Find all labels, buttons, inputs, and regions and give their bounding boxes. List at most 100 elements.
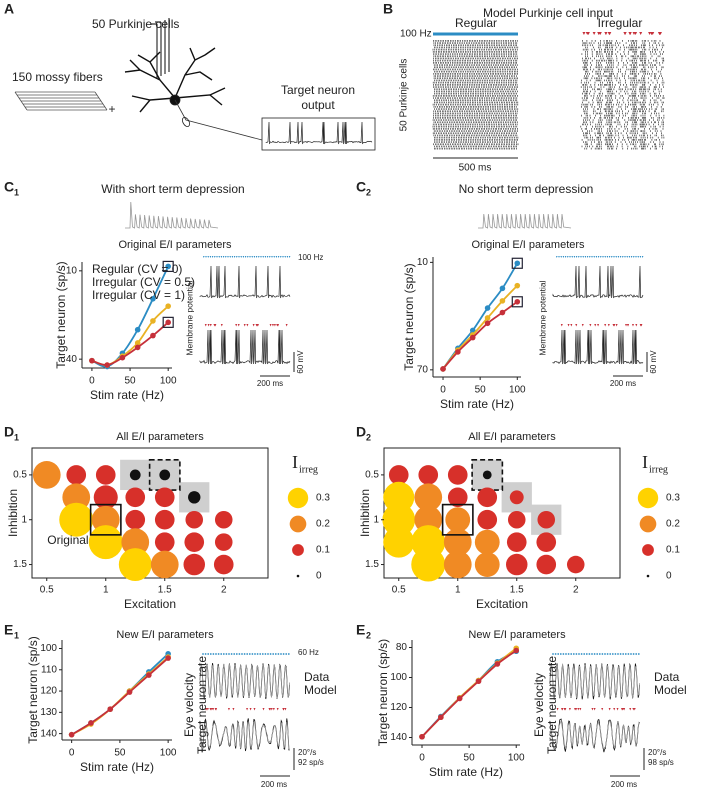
stim-marker (571, 256, 573, 258)
panel-label: A (4, 1, 14, 17)
data-point (475, 678, 482, 685)
scale-label: 20°/s (298, 748, 316, 757)
bubble (214, 510, 233, 529)
stim-marker (648, 32, 652, 35)
stim-marker (582, 256, 584, 258)
legend-label: Irregular (CV = 0.5) (92, 275, 195, 289)
stim-marker (556, 708, 559, 711)
stim-marker (611, 653, 614, 655)
bubble (477, 509, 498, 530)
bubble (121, 528, 150, 557)
data-point (126, 689, 133, 695)
stim-marker (272, 708, 275, 711)
stim-marker (582, 32, 586, 35)
stim-marker (593, 256, 595, 258)
x-tick-label: 0 (69, 748, 75, 759)
stim-marker (561, 708, 564, 711)
stim-marker (613, 708, 616, 711)
x-axis-label: Stim rate (Hz) (80, 760, 154, 774)
stim-marker (246, 653, 249, 655)
data-point (440, 366, 446, 372)
bubble (154, 487, 175, 508)
stim-marker (589, 256, 591, 258)
stim-marker (256, 324, 259, 327)
stim-marker (264, 256, 267, 258)
data-point (165, 263, 171, 270)
bubble (159, 469, 171, 481)
stim-marker (220, 324, 223, 327)
stim-marker (625, 324, 628, 327)
bubble (474, 552, 500, 577)
membrane-trace-regular (199, 265, 291, 299)
stim-marker (228, 653, 230, 655)
stim-marker (604, 653, 606, 655)
stim-marker (613, 324, 616, 327)
stim-marker (575, 324, 578, 327)
x-tick-label: 2 (573, 585, 579, 596)
stim-marker (253, 256, 256, 258)
bubble (125, 487, 146, 508)
stim-marker (211, 256, 214, 258)
x-tick-label: 0.5 (392, 585, 406, 596)
stim-marker (580, 653, 583, 655)
stim-marker (586, 256, 589, 258)
stim-marker (286, 256, 289, 258)
series-line (421, 647, 517, 738)
stim-marker (564, 256, 567, 258)
legend-label: 0.2 (666, 519, 680, 530)
stim-marker (225, 256, 227, 258)
legend-label: 0.1 (316, 545, 330, 556)
y-tick-label: 0.5 (13, 470, 27, 481)
data-point (134, 340, 141, 346)
stim-marker (613, 256, 615, 258)
stim-marker (282, 256, 284, 258)
y-tick-label: 100 (40, 643, 57, 654)
stim-marker (570, 324, 573, 327)
stim-marker (573, 256, 576, 258)
stim-marker (217, 653, 220, 655)
bubble (95, 465, 116, 485)
y-tick-label: 1.5 (365, 559, 379, 570)
stim-marker (601, 708, 604, 711)
stim-marker (632, 653, 635, 655)
data-point (150, 318, 156, 324)
stim-marker (269, 708, 272, 711)
stim-marker (621, 708, 624, 711)
stim-marker (202, 653, 204, 655)
legend-label: 0.3 (316, 493, 330, 504)
y-tick-label: 140 (40, 728, 57, 739)
axis-label: Eye velocity (532, 673, 546, 737)
data-point (469, 327, 476, 334)
stim-marker (243, 653, 246, 655)
panel-title: Model Purkinje cell input (483, 6, 614, 20)
stim-marker (214, 708, 217, 711)
data-point (89, 357, 95, 364)
stim-marker (565, 653, 567, 655)
legend-label: Data (654, 670, 680, 684)
stim-marker (637, 256, 639, 258)
panel-label-sub: 1 (14, 630, 19, 640)
stim-marker (269, 256, 271, 258)
stim-marker (236, 256, 238, 258)
stim-marker (232, 708, 235, 711)
panel-label: C (356, 179, 366, 195)
data-point (107, 706, 114, 712)
stim-marker (630, 653, 632, 655)
stim-marker (275, 256, 278, 258)
stim-marker (238, 653, 241, 655)
stim-marker (282, 653, 285, 655)
stim-marker (254, 653, 256, 655)
membrane-trace-regular (552, 265, 644, 299)
panel-label: B (383, 1, 393, 17)
stim-marker (284, 256, 286, 258)
bubble (445, 507, 471, 533)
velocity-trace (199, 718, 290, 753)
data-point (469, 334, 476, 341)
original-box (89, 503, 122, 536)
panel-title: With short term depression (101, 182, 244, 196)
stim-marker (567, 653, 570, 655)
stim-marker (222, 256, 225, 258)
legend-bubble (639, 515, 657, 533)
y-tick-label: 120 (390, 702, 407, 713)
y-tick-label: 140 (390, 732, 407, 743)
